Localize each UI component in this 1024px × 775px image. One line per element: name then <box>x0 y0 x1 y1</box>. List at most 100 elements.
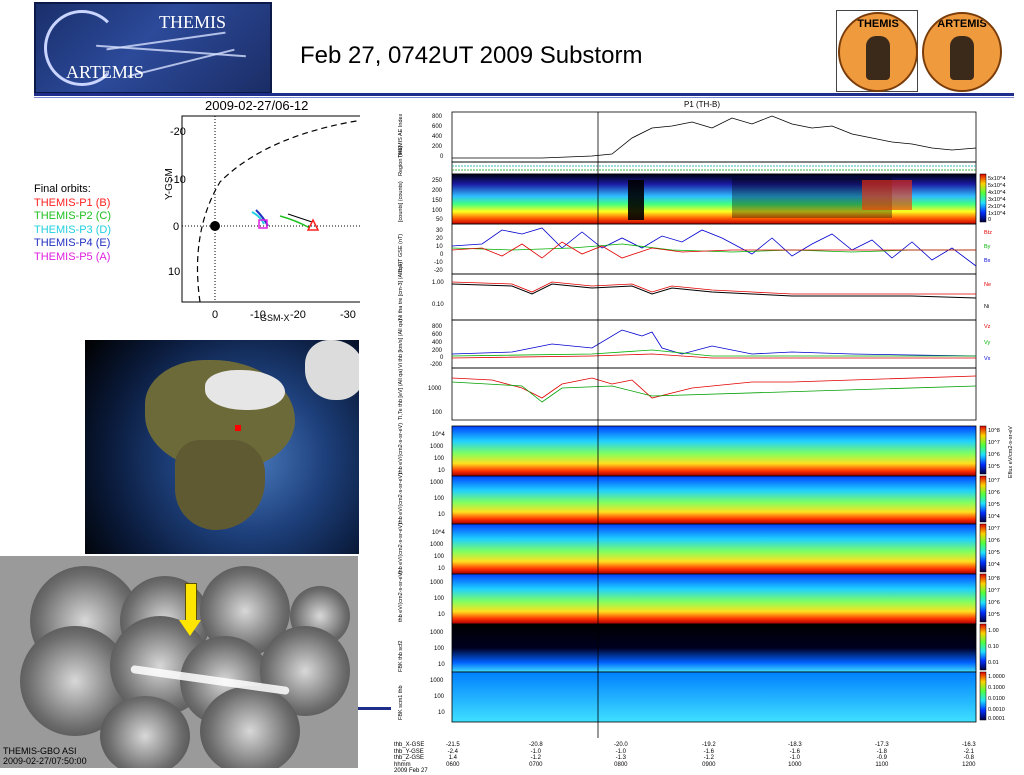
tick: 200 <box>432 188 443 194</box>
colorbar-tick: 5x10^4 <box>988 183 1006 189</box>
orbit-legend: Final orbits: THEMIS-P1 (B) THEMIS-P2 (C… <box>34 183 111 264</box>
slide-title: Feb 27, 0742UT 2009 Substorm <box>300 42 643 69</box>
tick: 100 <box>434 646 445 652</box>
themis-artemis-logo: THEMIS ARTEMIS <box>34 2 272 94</box>
legend-item-p4: THEMIS-P4 (E) <box>34 237 111 249</box>
x-axis-column: -20.0 -1.0 -1.3 0800 <box>614 742 628 768</box>
x-axis-column: -21.5 -2.4 1.4 0600 <box>446 742 460 768</box>
asi-label: THEMIS-GBO ASI 2009-02-27/07:50:00 <box>3 746 87 766</box>
panel-label-counts: [counts] (counts) <box>398 181 404 222</box>
tick: 200 <box>432 144 443 150</box>
colorbar-tick: 10^7 <box>988 478 1000 484</box>
tick: 100 <box>432 410 443 416</box>
header-divider-thin <box>34 97 1014 98</box>
colorbar-tick: 0.0010 <box>988 707 1005 713</box>
colorbar-tick: 10^6 <box>988 600 1000 606</box>
tick: 0 <box>440 252 444 258</box>
legend-by: By <box>984 244 991 250</box>
legend-vy: Vy <box>984 340 991 346</box>
panel-label-espec-4: thb eV/(cm2-s-sr-eV) <box>398 570 404 622</box>
tick: 100 <box>434 554 445 560</box>
panel-label-espec-1: thb eV/(cm2-s-sr-eV) <box>398 422 404 474</box>
themis-badge: THEMIS <box>838 12 918 92</box>
colorbar-tick: 10^7 <box>988 440 1000 446</box>
colorbar-tick: 0.01 <box>988 660 999 666</box>
legend-vz: Vz <box>984 324 991 330</box>
colorbar-tick: 1.0000 <box>988 674 1005 680</box>
stack-plot: P1 (TH-B) <box>392 98 1022 774</box>
tick: 100 <box>432 208 443 214</box>
tick: 1000 <box>430 580 444 586</box>
panel-label-fbk-1: FBK thb scf2 <box>398 640 404 673</box>
colorbar-tick: 0.1000 <box>988 685 1005 691</box>
earth-globe-image <box>85 340 359 554</box>
tick: 200 <box>432 348 443 354</box>
eflux-unit-label: Eflux eV/cm2-s-sr-eV <box>1008 426 1014 478</box>
colorbar-tick: 10^4 <box>988 514 1000 520</box>
tick: 10 <box>436 244 443 250</box>
logo-line-themis: THEMIS <box>159 12 226 32</box>
tick: 100 <box>434 694 445 700</box>
panel-label-fbk-2: FBK scm1 thb <box>398 685 404 720</box>
colorbar-tick: 10^6 <box>988 452 1000 458</box>
colorbar-tick: 10^6 <box>988 490 1000 496</box>
x-axis-column: -19.2 -1.6 -1.2 0900 <box>702 742 716 768</box>
tick: 400 <box>432 134 443 140</box>
legend-ni: Ni <box>984 304 990 310</box>
colorbar-tick: 10^5 <box>988 612 1000 618</box>
colorbar-tick: 1.00 <box>988 628 999 634</box>
tick: 0 <box>440 355 444 361</box>
tick: 800 <box>432 324 443 330</box>
colorbar-tick: 10^7 <box>988 588 1000 594</box>
tick: 800 <box>432 114 443 120</box>
tick: 10 <box>438 612 445 618</box>
legend-item-p3: THEMIS-P3 (D) <box>34 223 111 236</box>
colorbar-tick: 10^6 <box>988 538 1000 544</box>
panel-label-density: Ni tha tre [cm-3] (All qa) <box>398 261 404 320</box>
figure-icon <box>950 36 974 80</box>
orbit-plot-title: 2009-02-27/06-12 <box>205 98 309 113</box>
y-tick: 0 <box>173 221 179 233</box>
tick: 1000 <box>430 678 444 684</box>
tick: -200 <box>430 362 443 368</box>
tick: 10 <box>438 468 445 474</box>
magnetosphere-graphic <box>44 10 120 86</box>
tick: 100 <box>434 456 445 462</box>
tick: 400 <box>432 340 443 346</box>
divider-line <box>358 707 391 710</box>
colorbar-tick: 0.10 <box>988 644 999 650</box>
colorbar-tick: 0 <box>988 217 992 223</box>
x-axis-column: -18.3 -1.6 -1.0 1000 <box>788 742 802 768</box>
logo-line-artemis: ARTEMIS <box>66 62 144 82</box>
tick: 1000 <box>430 542 444 548</box>
y-tick: -10 <box>170 174 186 186</box>
arrow-down-icon <box>179 620 201 636</box>
colorbar-tick: 2x10^4 <box>988 204 1006 210</box>
colorbar-tick: 1x10^4 <box>988 211 1006 217</box>
stack-plot-canvas <box>451 111 987 738</box>
y-tick: 10 <box>168 266 180 278</box>
tick: 1.00 <box>432 280 444 286</box>
stack-plot-title: P1 (TH-B) <box>684 100 720 109</box>
tick: 30 <box>436 228 443 234</box>
tick: 250 <box>432 178 443 184</box>
tick: 10^4 <box>432 432 445 438</box>
legend-item-p2: THEMIS-P2 (C) <box>34 210 111 222</box>
artemis-badge: ARTEMIS <box>922 12 1002 92</box>
y-tick: -20 <box>170 126 186 138</box>
figure-icon <box>866 36 890 80</box>
colorbar-tick: 10^4 <box>988 562 1000 568</box>
orbit-plot: -20 -10 0 10 0 -10 -20 -30 GSM-X <box>168 115 360 323</box>
x-tick: 0 <box>212 309 218 321</box>
colorbar-tick: 10^5 <box>988 464 1000 470</box>
panel-label-temperature: Ti,Te thb [eV] (All qa) <box>398 368 404 420</box>
legend-item-p1: THEMIS-P1 (B) <box>34 196 111 209</box>
spacecraft-marker <box>235 425 241 431</box>
x-axis-column: -17.3 -1.8 -0.9 1100 <box>875 742 889 768</box>
tick: 100 <box>434 596 445 602</box>
arrow-indicator <box>185 583 197 623</box>
panel-label-espec-3: thb eV/(cm2-s-sr-eV) <box>398 522 404 574</box>
x-tick: -10 <box>250 309 266 321</box>
colorbar-tick: 10^5 <box>988 550 1000 556</box>
tick: 1000 <box>430 630 444 636</box>
